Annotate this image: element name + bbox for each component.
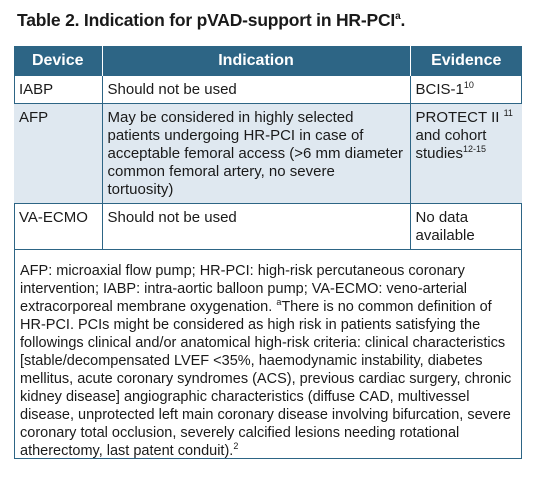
evidence-text: PROTECT II bbox=[415, 109, 504, 126]
footnote-marker: a bbox=[276, 297, 282, 308]
cell-device: AFP bbox=[14, 103, 102, 204]
table-footnote: AFP: microaxial flow pump; HR-PCI: high-… bbox=[20, 262, 518, 460]
header-evidence: Evidence bbox=[409, 46, 522, 76]
table-row: VA-ECMO Should not be used No data avail… bbox=[14, 203, 522, 250]
header-indication: Indication bbox=[101, 46, 410, 76]
evidence-tail: and cohort studies bbox=[415, 127, 487, 162]
cell-device: VA-ECMO bbox=[14, 203, 102, 250]
table-title-text: Table 2. Indication for pVAD-support in … bbox=[17, 10, 396, 30]
cell-evidence: BCIS-110 bbox=[409, 76, 522, 104]
evidence-ref: 11 bbox=[503, 108, 513, 118]
footnote-ref: 2 bbox=[233, 441, 239, 452]
footnote-body: There is no common definition of HR-PCI.… bbox=[20, 299, 512, 459]
table-header-row: Device Indication Evidence bbox=[14, 46, 522, 76]
cell-evidence: No data available bbox=[409, 203, 522, 250]
cell-indication: Should not be used bbox=[101, 203, 410, 250]
table-row: AFP May be considered in highly selected… bbox=[14, 103, 522, 204]
evidence-ref: 10 bbox=[463, 80, 474, 90]
indication-table: Device Indication Evidence IABP Should n… bbox=[14, 46, 522, 250]
table-row: IABP Should not be used BCIS-110 bbox=[14, 76, 522, 104]
cell-indication: May be considered in highly selected pat… bbox=[101, 103, 410, 204]
table-title-end: . bbox=[400, 10, 406, 30]
table-title-footnote-marker: a bbox=[395, 11, 401, 23]
cell-indication: Should not be used bbox=[101, 76, 410, 104]
table-title: Table 2. Indication for pVAD-support in … bbox=[17, 10, 405, 31]
header-device: Device bbox=[14, 46, 102, 76]
evidence-text: BCIS-1 bbox=[415, 81, 464, 98]
evidence-ref: 12-15 bbox=[463, 144, 487, 154]
footnote-abbreviations: AFP: microaxial flow pump; HR-PCI: high-… bbox=[20, 263, 468, 315]
cell-evidence: PROTECT II 11 and cohort studies12-15 bbox=[409, 103, 522, 204]
cell-device: IABP bbox=[14, 76, 102, 104]
